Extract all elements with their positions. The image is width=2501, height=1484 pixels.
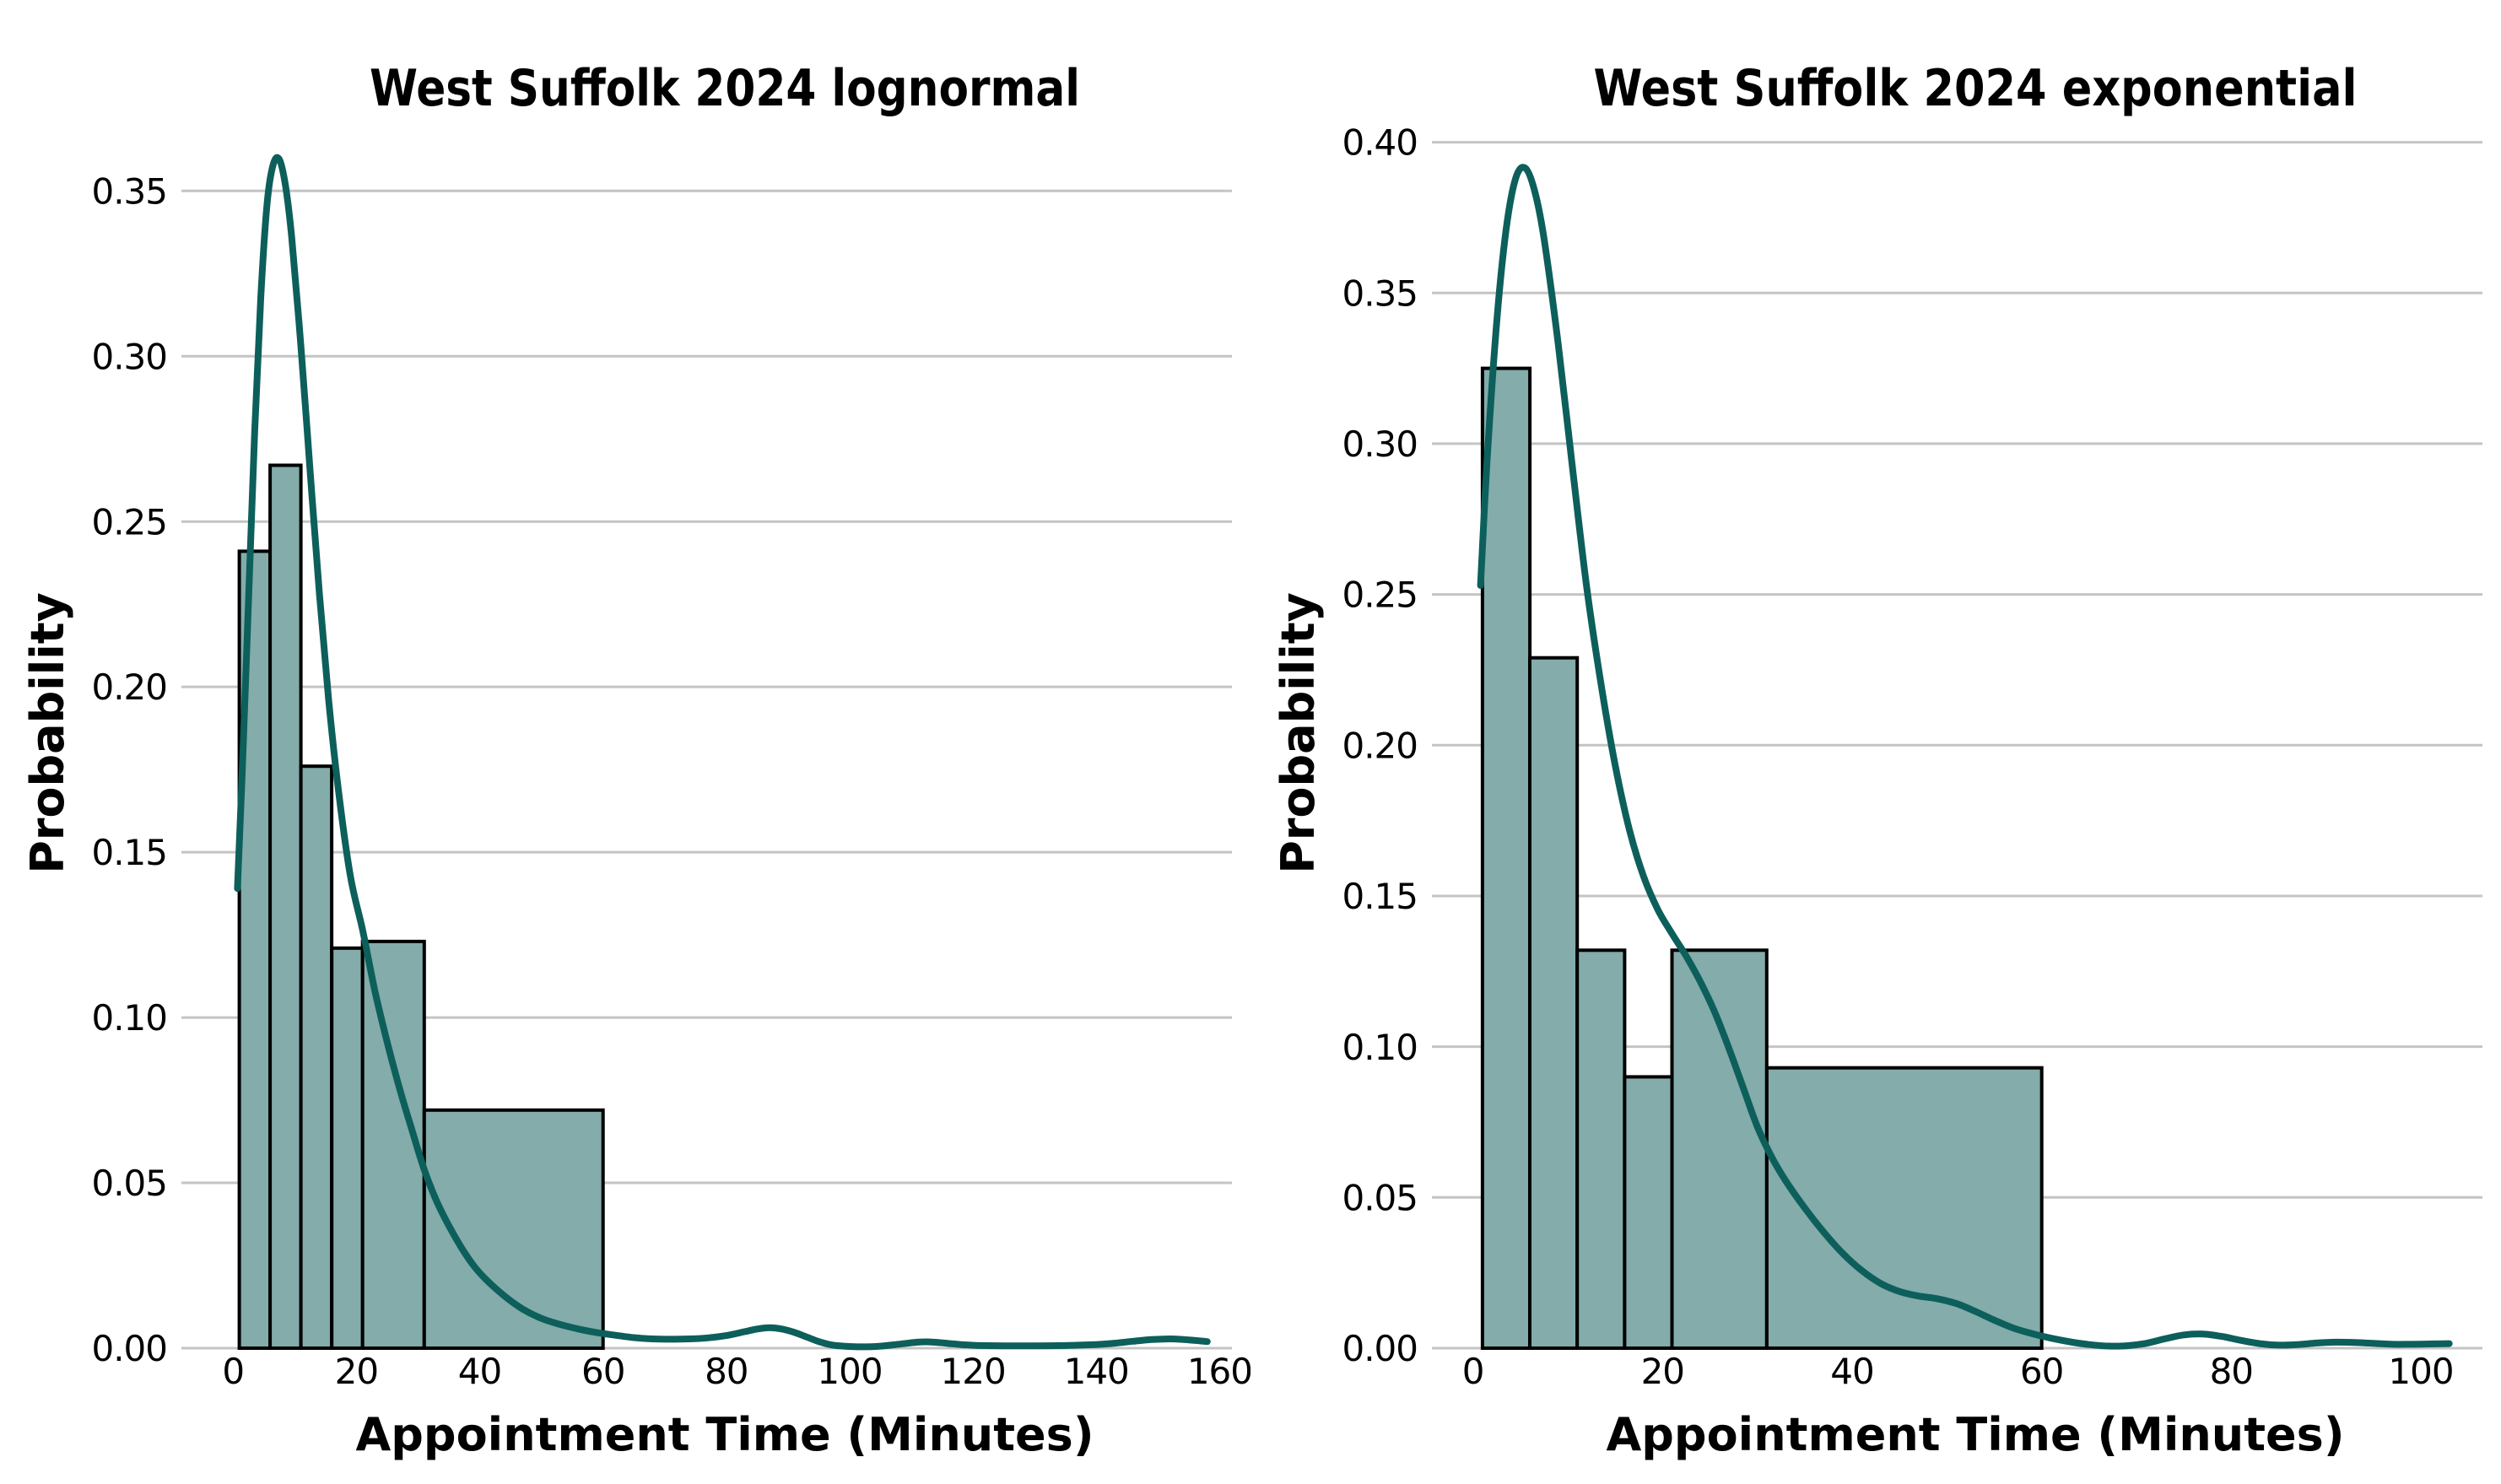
y-tick-label: 0.30 bbox=[1342, 424, 1418, 465]
chart-title: West Suffolk 2024 lognormal bbox=[370, 59, 1080, 118]
x-tick-label: 80 bbox=[2210, 1351, 2253, 1392]
y-tick-label: 0.00 bbox=[91, 1328, 167, 1369]
x-tick-label: 20 bbox=[335, 1351, 378, 1392]
x-tick-label: 80 bbox=[705, 1351, 748, 1392]
kde-curve bbox=[1477, 164, 2453, 1350]
histogram-bar bbox=[268, 463, 303, 1350]
y-tick-label: 0.20 bbox=[1342, 725, 1418, 766]
y-tick-label: 0.25 bbox=[91, 501, 167, 542]
kde-curve bbox=[234, 154, 1211, 1351]
histogram-bar bbox=[1480, 366, 1532, 1351]
y-tick-label: 0.35 bbox=[1342, 273, 1418, 314]
histogram-bar bbox=[1623, 1075, 1674, 1351]
y-tick-label: 0.10 bbox=[91, 997, 167, 1039]
chart-title: West Suffolk 2024 exponential bbox=[1594, 59, 2358, 118]
x-axis-label: Appointment Time (Minutes) bbox=[1606, 1408, 2344, 1461]
x-tick-label: 40 bbox=[1830, 1351, 1873, 1392]
histogram-bar bbox=[1528, 656, 1580, 1350]
histogram-bar bbox=[237, 549, 273, 1350]
x-tick-label: 0 bbox=[1462, 1351, 1484, 1392]
x-tick-label: 60 bbox=[581, 1351, 624, 1392]
histogram-bar bbox=[299, 764, 334, 1350]
y-tick-label: 0.25 bbox=[1342, 575, 1418, 616]
y-tick-label: 0.30 bbox=[91, 336, 167, 377]
x-tick-label: 100 bbox=[817, 1351, 882, 1392]
x-tick-label: 120 bbox=[941, 1351, 1006, 1392]
x-tick-label: 60 bbox=[2020, 1351, 2063, 1392]
x-tick-label: 160 bbox=[1187, 1351, 1250, 1392]
y-tick-label: 0.10 bbox=[1342, 1027, 1418, 1068]
histogram-bar bbox=[1575, 948, 1627, 1351]
x-tick-label: 140 bbox=[1064, 1351, 1129, 1392]
histogram-bar bbox=[1764, 1066, 2044, 1350]
y-tick-label: 0.00 bbox=[1342, 1328, 1418, 1369]
y-tick-label: 0.35 bbox=[91, 170, 167, 212]
x-tick-label: 100 bbox=[2388, 1351, 2453, 1392]
x-tick-label: 20 bbox=[1641, 1351, 1684, 1392]
x-tick-label: 0 bbox=[222, 1351, 244, 1392]
x-axis-label: Appointment Time (Minutes) bbox=[355, 1408, 1094, 1461]
y-tick-label: 0.40 bbox=[1342, 122, 1418, 164]
x-tick-label: 40 bbox=[458, 1351, 501, 1392]
y-tick-label: 0.05 bbox=[91, 1163, 167, 1204]
y-axis-label: Probability bbox=[21, 592, 74, 874]
y-tick-label: 0.15 bbox=[1342, 876, 1418, 917]
histogram-bar bbox=[330, 946, 365, 1351]
y-tick-label: 0.15 bbox=[91, 832, 167, 873]
chart-panel-lognormal: 0.00 0.05 0.10 0.15 0.20 0.25 0.30 0.35 0 20 40 60 8… bbox=[21, 59, 1250, 1461]
histogram-bar bbox=[422, 1108, 605, 1351]
y-tick-label: 0.20 bbox=[91, 666, 167, 708]
y-tick-label: 0.05 bbox=[1342, 1177, 1418, 1218]
y-axis-label: Probability bbox=[1272, 592, 1325, 874]
histogram-bar bbox=[1670, 948, 1769, 1351]
chart-panel-exponential: 0.00 0.05 0.10 0.15 0.20 0.25 0.30 0.35 0.40 0 20 4… bbox=[1272, 59, 2482, 1461]
